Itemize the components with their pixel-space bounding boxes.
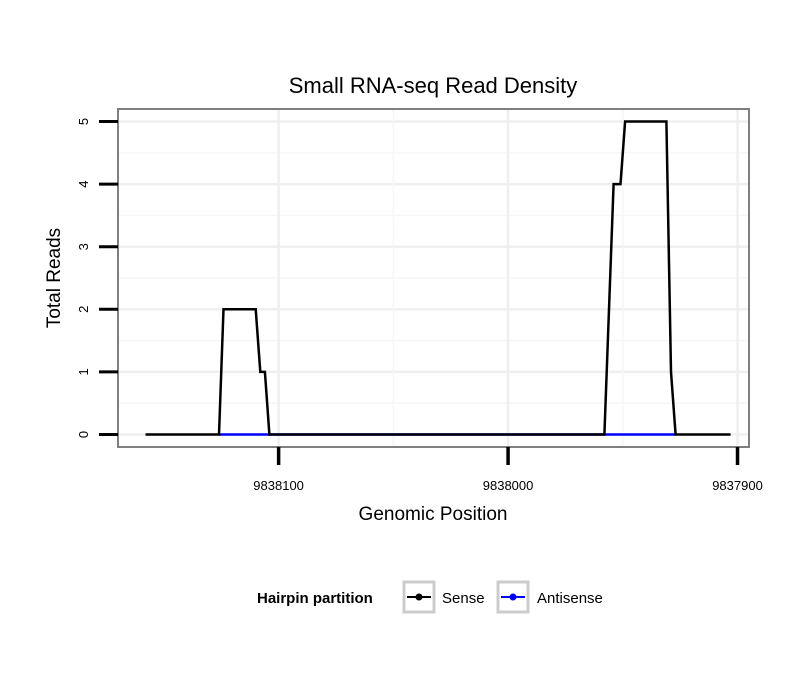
y-axis-ticks: 0 1 2 3 4 5 [76, 118, 118, 438]
y-tick-label: 4 [76, 180, 91, 187]
x-axis-ticks: 9838100 9838000 9837900 [253, 447, 763, 493]
x-tick-label: 9838100 [253, 478, 304, 493]
legend-label-antisense: Antisense [537, 590, 603, 607]
legend-marker-sense [415, 593, 423, 601]
legend-item-antisense: Antisense [496, 580, 603, 614]
y-tick-label: 0 [76, 431, 91, 438]
x-axis-title: Genomic Position [359, 504, 508, 525]
y-tick-label: 1 [76, 368, 91, 375]
legend-title: Hairpin partition [257, 590, 373, 607]
legend-item-sense: Sense [402, 580, 485, 614]
legend: Hairpin partition Sense Antisense [257, 580, 603, 614]
x-tick-label: 9838000 [483, 478, 534, 493]
series-line-sense [145, 120, 731, 436]
legend-marker-antisense [509, 593, 517, 601]
plot-panel-border [117, 108, 750, 448]
y-tick-label: 5 [76, 118, 91, 125]
x-tick-label: 9837900 [712, 478, 763, 493]
legend-label-sense: Sense [442, 590, 485, 607]
chart-title: Small RNA-seq Read Density [289, 73, 578, 98]
y-tick-label: 2 [76, 306, 91, 313]
series-layer [145, 120, 731, 436]
y-tick-label: 3 [76, 243, 91, 250]
y-axis-title: Total Reads [44, 228, 65, 328]
